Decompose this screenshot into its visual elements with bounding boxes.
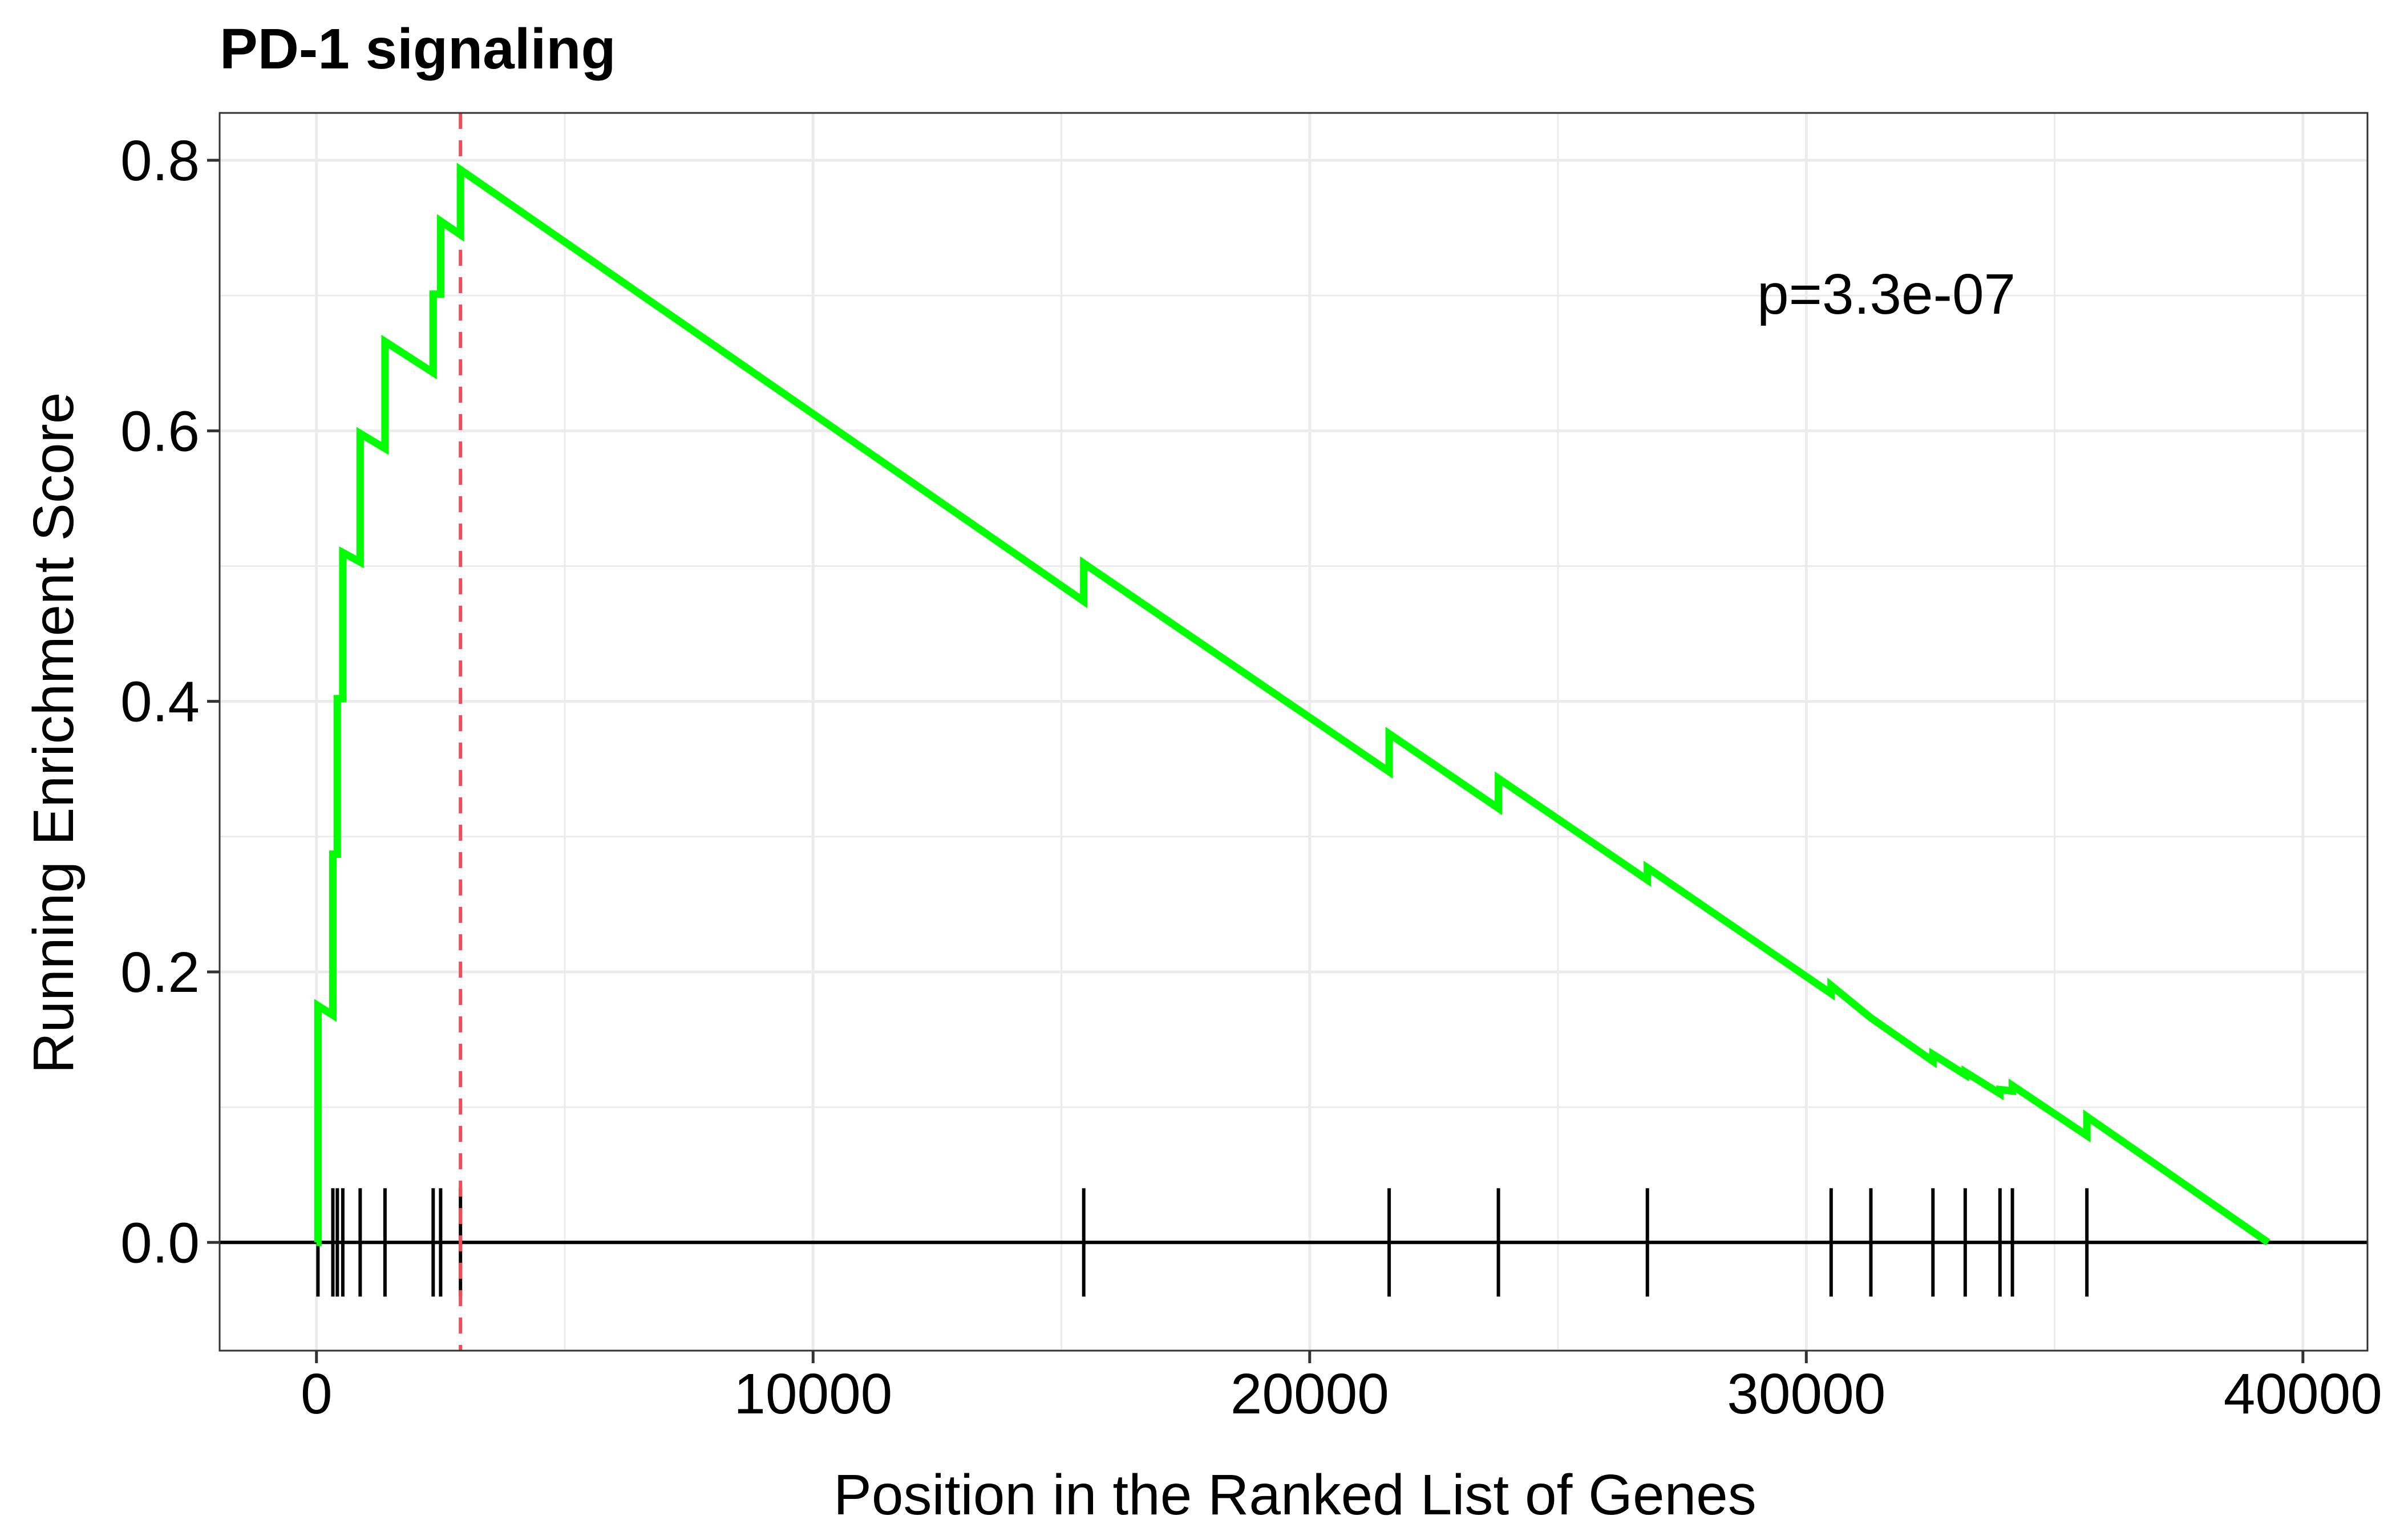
y-tick-label-1: 0.2 (120, 941, 200, 1004)
x-tick-label-1: 10000 (734, 1362, 892, 1426)
y-tick-label-3: 0.6 (120, 399, 200, 463)
x-tick-label-2: 20000 (1231, 1362, 1389, 1426)
y-tick-label-0: 0.0 (120, 1211, 200, 1275)
running-es-line-0 (314, 163, 2270, 1246)
series-group (314, 163, 2270, 1246)
x-tick-label-3: 30000 (1727, 1362, 1885, 1426)
y-tick-labels: 0.0 0.2 0.4 0.6 0.8 (120, 129, 200, 1275)
gene-hit-marks (316, 1188, 2089, 1297)
chart-title: PD-1 signaling (220, 17, 616, 81)
plot-panel-border (218, 112, 2369, 1352)
y-tick-label-2: 0.4 (120, 670, 200, 734)
x-tick-label-0: 0 (301, 1362, 333, 1426)
p-value-annotation: p=3.3e-07 (1757, 262, 2015, 326)
y-tick-label-4: 0.8 (120, 129, 200, 193)
y-axis-title: Running Enrichment Score (22, 392, 86, 1073)
x-tick-labels: 0 10000 20000 30000 40000 (301, 1362, 2382, 1426)
x-tick-label-4: 40000 (2224, 1362, 2382, 1426)
grid (220, 113, 2367, 1351)
x-axis-title: Position in the Ranked List of Genes (833, 1463, 1756, 1527)
axis-ticks (207, 159, 2305, 1363)
